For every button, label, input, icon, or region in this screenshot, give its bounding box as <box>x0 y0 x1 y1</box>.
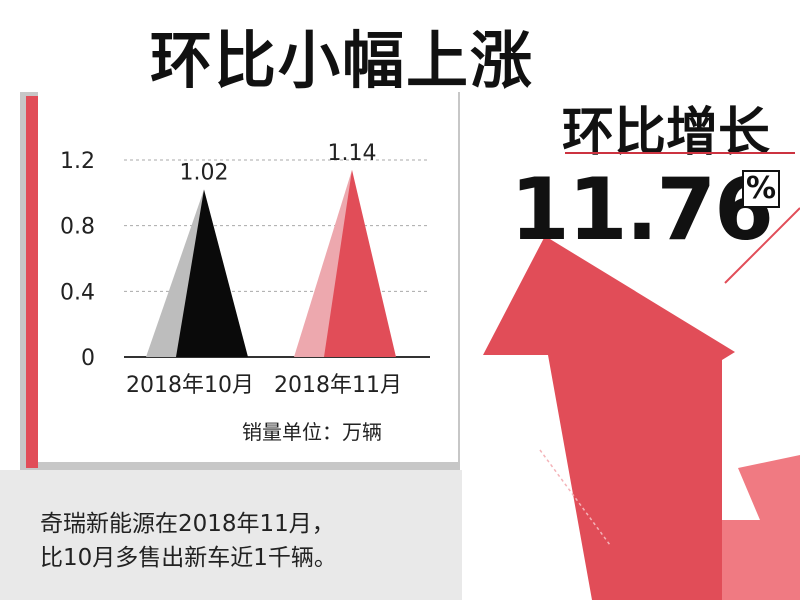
arrow-shadow-shape <box>700 455 800 600</box>
x-tick-label: 2018年11月 <box>274 373 402 398</box>
bar <box>324 169 396 357</box>
y-tick-label: 1.2 <box>60 149 95 174</box>
upward-arrow-shape <box>483 236 735 600</box>
chart-panel <box>38 92 458 462</box>
caption-line-2: 比10月多售出新车近1千辆。 <box>40 545 337 571</box>
page-title: 环比小幅上涨 <box>150 24 535 97</box>
x-tick-label: 2018年10月 <box>126 373 254 398</box>
unit-note: 销量单位：万辆 <box>242 420 382 444</box>
growth-underline <box>565 152 795 154</box>
chart-panel-accent <box>26 96 38 468</box>
bar <box>176 189 248 357</box>
y-tick-label: 0.8 <box>60 215 95 240</box>
data-label: 1.14 <box>328 141 377 166</box>
percent-sign: % <box>742 170 780 208</box>
y-tick-label: 0.4 <box>60 280 95 305</box>
y-tick-label: 0 <box>81 346 95 371</box>
growth-value: 11.76 <box>510 160 774 260</box>
caption-line-1: 奇瑞新能源在2018年11月， <box>40 511 335 537</box>
data-label: 1.02 <box>180 161 229 186</box>
caption-box: 奇瑞新能源在2018年11月， 比10月多售出新车近1千辆。 <box>0 470 462 600</box>
